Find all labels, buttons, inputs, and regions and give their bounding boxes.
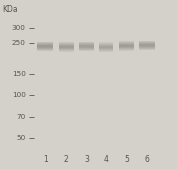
Text: 100: 100 <box>12 92 26 99</box>
Bar <box>79 47 94 48</box>
Bar <box>59 42 74 43</box>
Bar <box>37 49 53 50</box>
Text: 3: 3 <box>84 155 89 164</box>
Bar <box>99 51 113 52</box>
Bar <box>79 45 94 46</box>
Bar <box>99 48 113 49</box>
Bar <box>79 49 94 50</box>
Bar <box>99 47 113 48</box>
Bar <box>119 45 134 46</box>
Text: 5: 5 <box>124 155 129 164</box>
Bar <box>99 50 113 51</box>
Bar <box>79 44 94 45</box>
Text: 50: 50 <box>16 135 26 141</box>
Text: 300: 300 <box>12 25 26 31</box>
Bar <box>99 46 113 47</box>
Bar <box>139 42 155 43</box>
Bar <box>79 42 94 43</box>
Text: 4: 4 <box>104 155 109 164</box>
Text: 1: 1 <box>43 155 47 164</box>
Bar <box>59 50 74 51</box>
Bar <box>139 46 155 47</box>
Bar <box>119 49 134 50</box>
Bar <box>119 42 134 43</box>
Bar <box>99 44 113 45</box>
Bar <box>79 50 94 51</box>
Bar <box>37 48 53 49</box>
Bar <box>139 44 155 45</box>
Text: 6: 6 <box>144 155 149 164</box>
Bar <box>139 47 155 48</box>
Bar <box>119 43 134 44</box>
Bar <box>37 42 53 43</box>
Bar <box>119 41 134 42</box>
Bar <box>37 46 53 47</box>
Text: 2: 2 <box>64 155 69 164</box>
Text: 250: 250 <box>12 40 26 46</box>
Bar <box>79 48 94 49</box>
Bar <box>59 47 74 48</box>
Text: KDa: KDa <box>2 5 17 14</box>
Bar <box>99 49 113 50</box>
Bar <box>119 46 134 47</box>
Bar <box>37 50 53 51</box>
Bar <box>139 48 155 49</box>
Bar <box>119 50 134 51</box>
Text: 150: 150 <box>12 70 26 77</box>
Bar <box>119 48 134 49</box>
Bar <box>59 49 74 50</box>
Bar <box>37 47 53 48</box>
Bar <box>139 41 155 42</box>
Bar <box>59 44 74 45</box>
Bar <box>59 46 74 47</box>
Bar <box>139 49 155 50</box>
Bar <box>119 47 134 48</box>
Bar <box>59 51 74 52</box>
Bar <box>139 45 155 46</box>
Bar <box>139 43 155 44</box>
Text: 70: 70 <box>16 114 26 120</box>
Bar <box>99 42 113 43</box>
Bar <box>79 46 94 47</box>
Bar <box>99 43 113 44</box>
Bar <box>59 48 74 49</box>
Bar <box>37 44 53 45</box>
Bar <box>37 43 53 44</box>
Bar <box>99 45 113 46</box>
Bar <box>79 43 94 44</box>
Bar <box>59 43 74 44</box>
Bar <box>37 45 53 46</box>
